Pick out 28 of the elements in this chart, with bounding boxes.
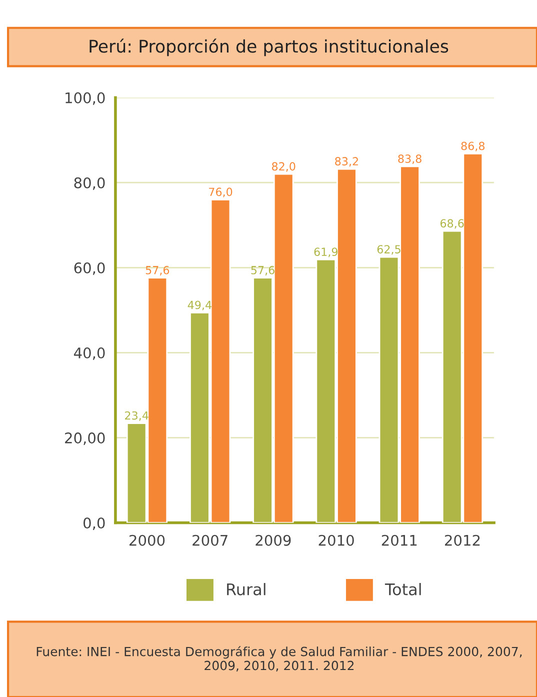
x-tick-label: 2009: [256, 534, 291, 546]
y-tick-label: 60,0: [74, 262, 105, 275]
data-label: 82,0: [272, 162, 296, 172]
x-tick-label: 2007: [192, 534, 228, 546]
data-label: 57,6: [146, 266, 170, 276]
y-tick-label: 40,0: [74, 347, 105, 360]
source-note: Fuente: INEI - Encuesta Demográfica y de Salud Familiar - ENDES 2000, 2007, 2009, 2010, 2011. 2012: [36, 646, 522, 672]
data-label: 86,8: [461, 142, 485, 152]
data-label: 57,6: [251, 266, 274, 276]
x-tick-label: 2011: [382, 534, 417, 546]
data-label: 61,9: [314, 248, 338, 258]
data-label: 68,6: [440, 219, 464, 229]
data-label: 83,2: [335, 157, 358, 167]
y-tick-label: 80,0: [74, 177, 105, 190]
legend-label: Rural: [227, 583, 266, 596]
y-tick-label: 0,0: [84, 517, 105, 530]
legend-label: Total: [384, 583, 421, 596]
data-label: 62,5: [377, 245, 400, 255]
x-tick-label: 2000: [130, 534, 165, 546]
data-label: 83,8: [398, 154, 422, 164]
y-tick-label: 20,00: [65, 432, 105, 445]
x-tick-label: 2010: [318, 534, 354, 546]
data-label: 49,4: [188, 300, 212, 310]
y-tick-label: 100,0: [66, 92, 105, 105]
data-label: 76,0: [209, 188, 232, 198]
chart-title: Perú: Proporción de partos institucionales: [90, 38, 448, 56]
x-tick-label: 2012: [445, 534, 480, 546]
data-label: 23,4: [125, 411, 148, 421]
